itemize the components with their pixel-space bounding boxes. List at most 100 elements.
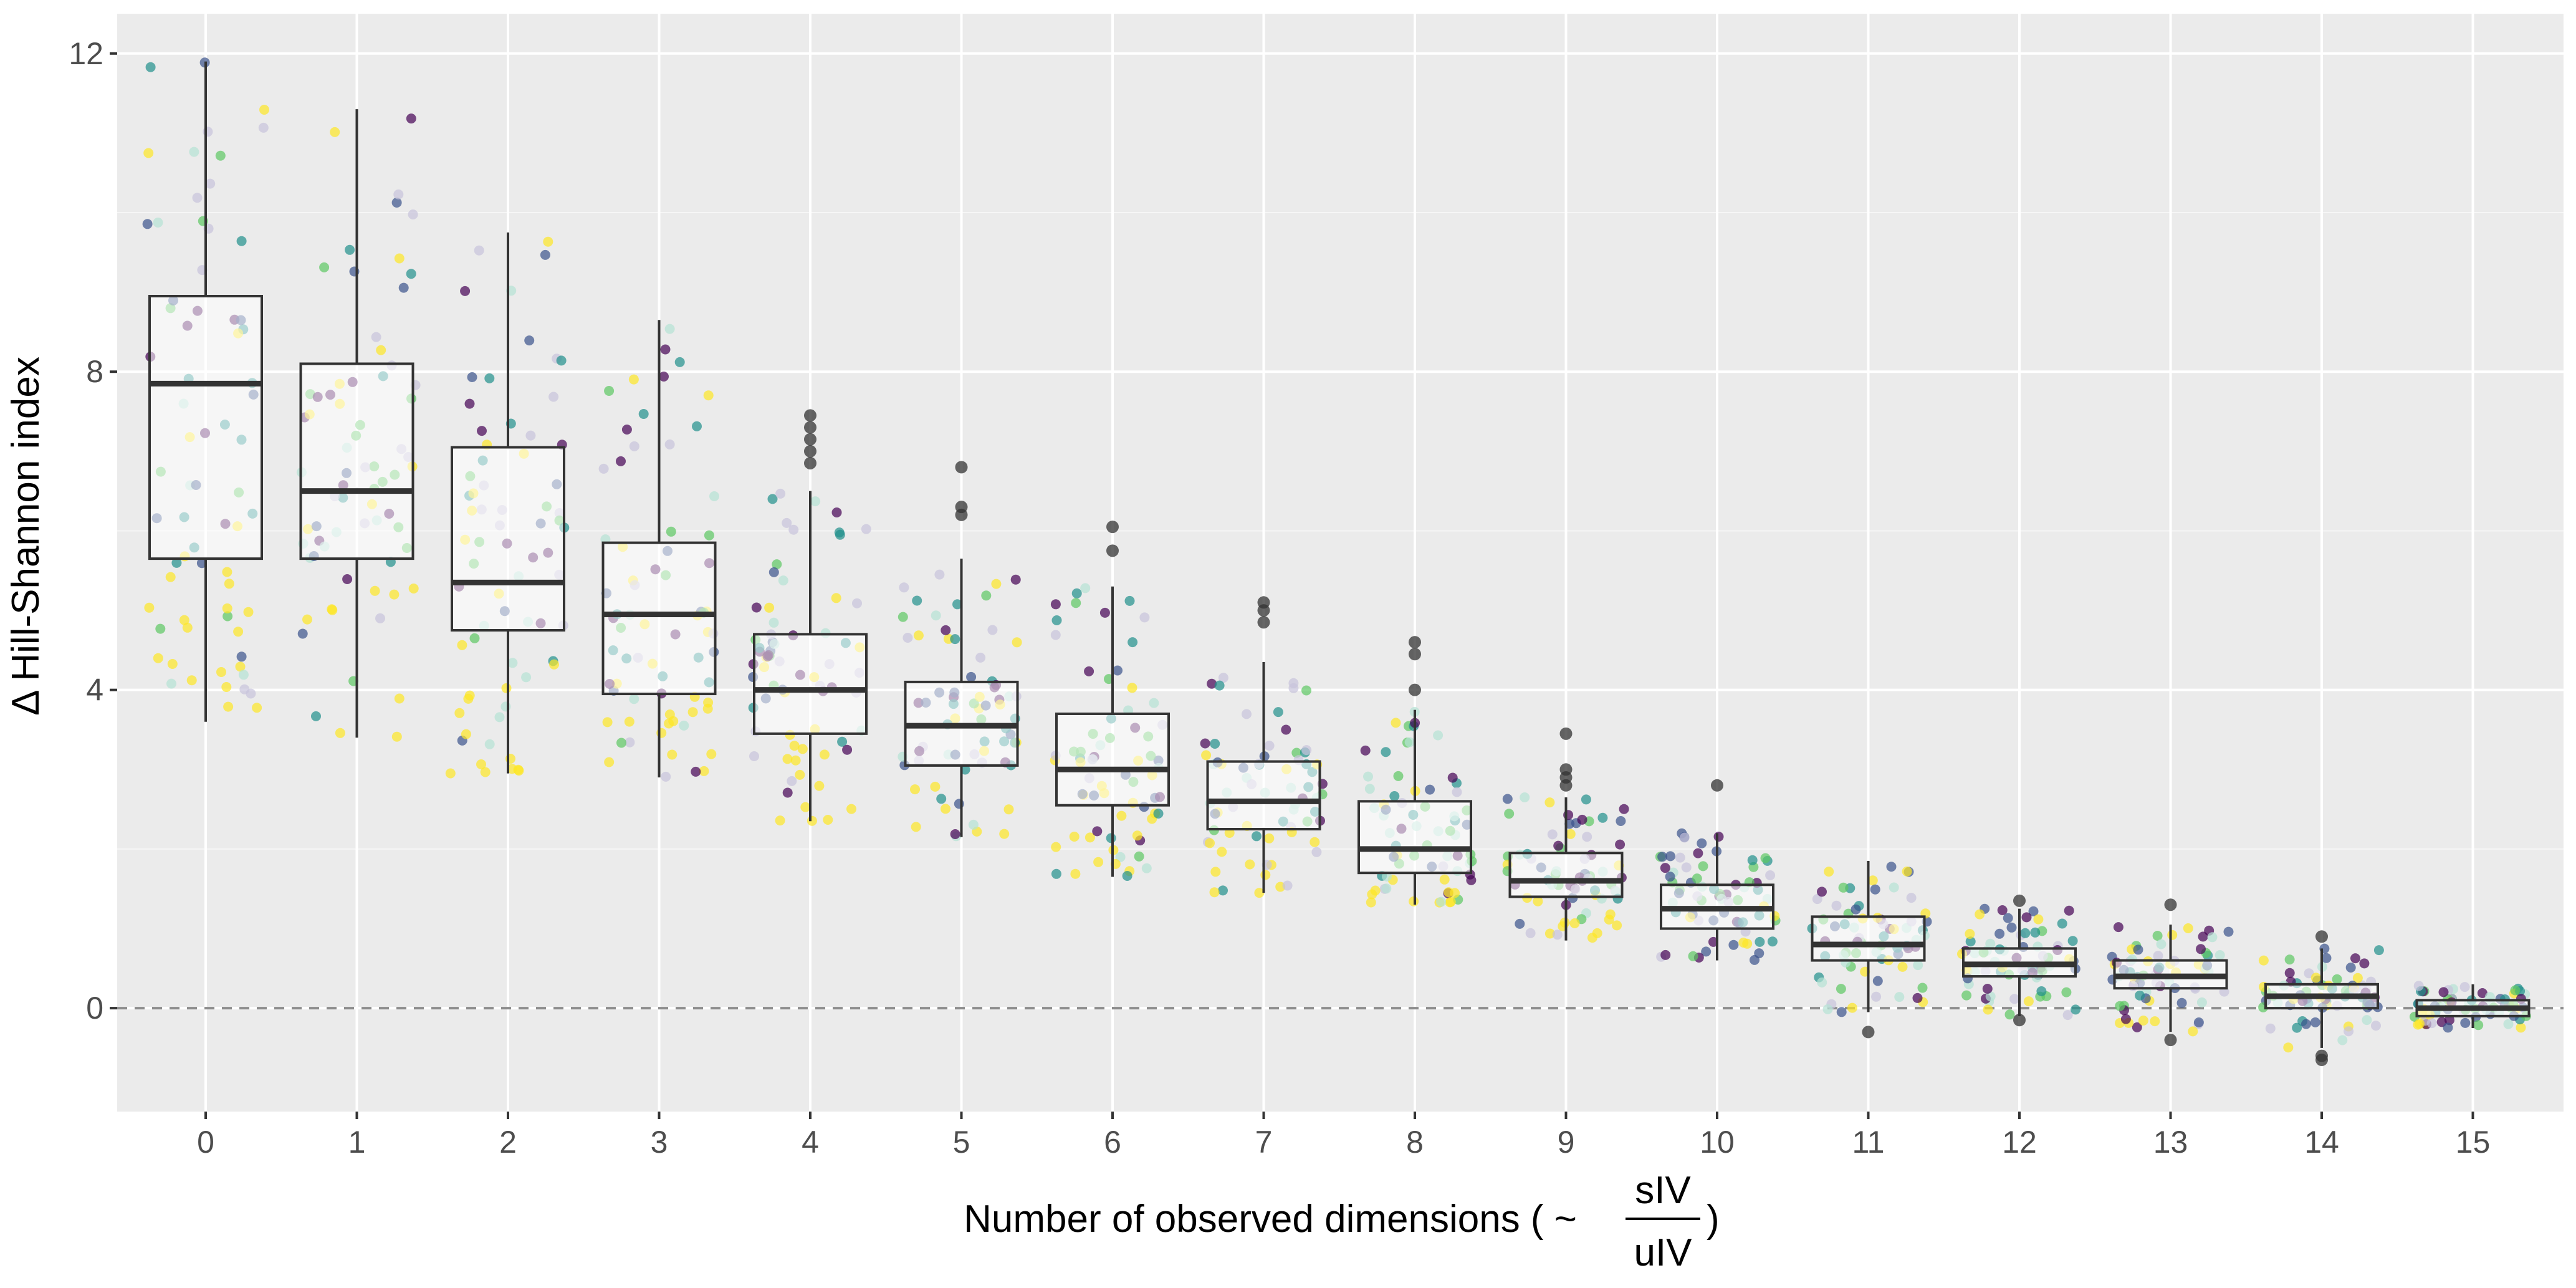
outlier-point xyxy=(2013,1014,2026,1027)
jitter-point xyxy=(238,670,249,680)
jitter-point xyxy=(1242,709,1252,719)
jitter-point xyxy=(775,488,786,499)
jitter-point xyxy=(342,574,353,584)
jitter-point xyxy=(1985,938,1996,949)
jitter-point xyxy=(2021,912,2032,923)
jitter-point xyxy=(709,491,719,501)
box-iqr xyxy=(1811,915,1926,962)
jitter-point xyxy=(1817,977,1827,988)
jitter-point xyxy=(1209,887,1220,898)
jitter-point xyxy=(1906,893,1917,903)
jitter-point xyxy=(1071,598,1081,608)
jitter-point xyxy=(1381,747,1391,757)
jitter-point xyxy=(831,593,841,603)
jitter-point xyxy=(1254,888,1265,898)
jitter-point xyxy=(556,355,567,366)
jitter-point xyxy=(1619,804,1629,814)
jitter-point xyxy=(171,557,182,568)
jitter-point xyxy=(852,598,862,608)
jitter-point xyxy=(2196,997,2207,1007)
outlier-point xyxy=(1559,763,1573,776)
jitter-point xyxy=(258,122,269,133)
jitter-point xyxy=(179,615,189,625)
outlier-point xyxy=(1409,683,1421,696)
jitter-point xyxy=(1569,918,1580,928)
jitter-point xyxy=(143,148,154,158)
jitter-point xyxy=(2284,954,2295,965)
jitter-point xyxy=(2167,930,2178,940)
jitter-point xyxy=(2030,927,2041,938)
jitter-point xyxy=(375,613,385,623)
jitter-point xyxy=(1445,896,1456,907)
jitter-point xyxy=(772,559,782,570)
jitter-point xyxy=(931,610,941,621)
jitter-point xyxy=(1127,683,1137,693)
jitter-point xyxy=(2310,973,2321,983)
jitter-point xyxy=(2120,1014,2131,1024)
jitter-point xyxy=(789,741,800,751)
jitter-point xyxy=(223,701,234,712)
box-iqr xyxy=(148,295,263,560)
jitter-point xyxy=(1894,992,1905,1002)
jitter-point xyxy=(1675,852,1685,863)
jitter-point xyxy=(1084,666,1094,676)
jitter-point xyxy=(910,784,920,795)
jitter-point xyxy=(215,150,226,161)
jitter-point xyxy=(930,781,941,792)
x-tick-label: 10 xyxy=(1700,1125,1735,1160)
jitter-point xyxy=(2033,914,2044,925)
jitter-point xyxy=(1122,871,1132,881)
jitter-point xyxy=(484,373,495,383)
x-tick-label: 3 xyxy=(651,1125,668,1160)
jitter-point xyxy=(474,245,484,256)
jitter-point xyxy=(2283,1042,2294,1053)
jitter-point xyxy=(775,815,785,826)
jitter-point xyxy=(1364,784,1375,794)
box-7 xyxy=(1206,662,1321,893)
jitter-point xyxy=(790,755,801,766)
jitter-point xyxy=(1688,951,1698,961)
jitter-point xyxy=(664,709,675,719)
jitter-point xyxy=(235,661,246,672)
jitter-point xyxy=(823,815,833,825)
jitter-point xyxy=(2503,1019,2514,1029)
boxes xyxy=(148,61,2531,1048)
jitter-point xyxy=(1080,583,1091,594)
jitter-point xyxy=(221,682,232,692)
jitter-point xyxy=(1665,851,1675,862)
jitter-point xyxy=(1070,868,1081,879)
outlier-point xyxy=(2013,894,2026,907)
outlier-point xyxy=(804,456,816,469)
jitter-point xyxy=(1450,888,1460,898)
jitter-point xyxy=(2460,1017,2471,1028)
jitter-point xyxy=(2152,931,2163,941)
jitter-point xyxy=(1050,630,1061,640)
jitter-point xyxy=(1679,832,1690,843)
jitter-point xyxy=(1581,794,1591,805)
outlier-point xyxy=(1106,521,1119,534)
jitter-point xyxy=(2061,987,2072,997)
jitter-point xyxy=(1525,928,1536,938)
jitter-point xyxy=(2003,913,2013,923)
jitter-point xyxy=(1301,745,1312,756)
jitter-point xyxy=(236,236,247,246)
jitter-point xyxy=(1597,812,1608,823)
jitter-point xyxy=(1389,791,1400,801)
y-axis-title-text: Δ Hill-Shannon index xyxy=(4,357,47,716)
jitter-point xyxy=(952,599,962,610)
jitter-point xyxy=(898,612,908,622)
jitter-point xyxy=(751,602,762,613)
box-iqr xyxy=(753,633,868,735)
jitter-point xyxy=(1201,750,1212,761)
jitter-point xyxy=(389,589,400,600)
jitter-point xyxy=(1504,809,1515,819)
jitter-point xyxy=(1961,990,1972,1001)
jitter-point xyxy=(1582,832,1592,842)
outlier-point xyxy=(1711,779,1723,792)
jitter-point xyxy=(1698,861,1708,872)
x-axis-title-prefix: Number of observed dimensions ( ~ xyxy=(964,1198,1577,1241)
jitter-point xyxy=(1831,900,1842,911)
jitter-point xyxy=(393,189,404,199)
jitter-point xyxy=(484,739,495,749)
jitter-point xyxy=(628,374,639,385)
